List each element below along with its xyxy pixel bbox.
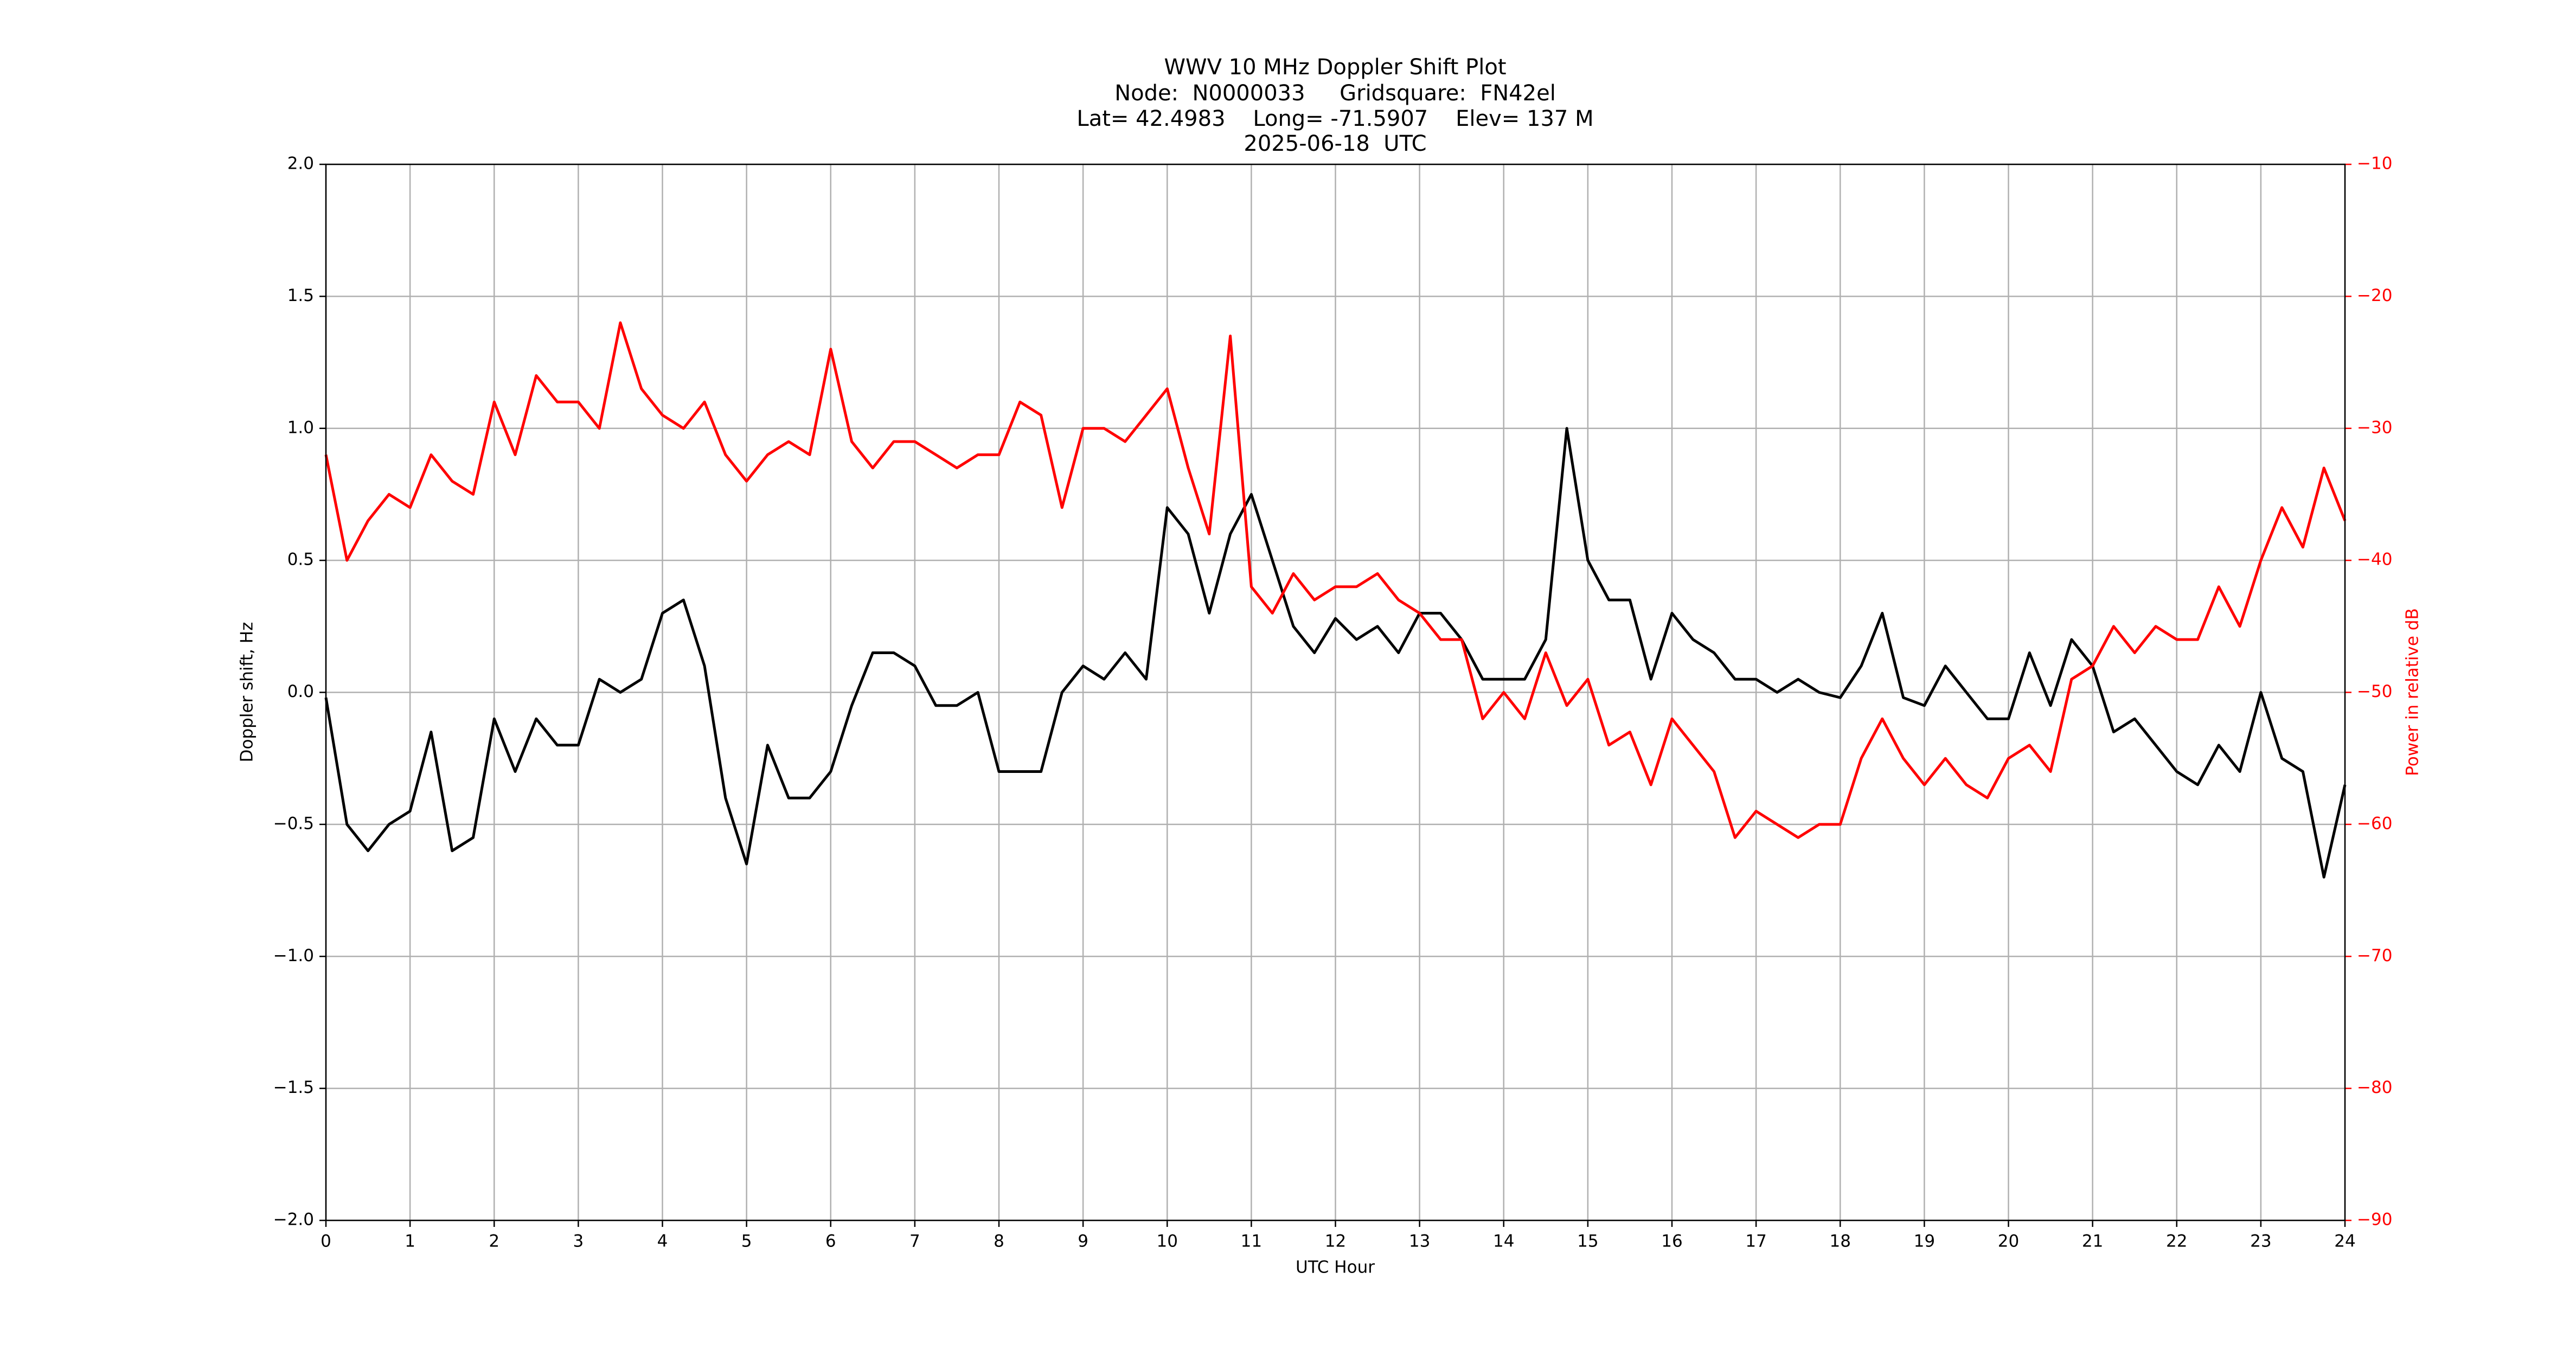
y2-tick-label: −80 <box>2357 1078 2392 1097</box>
x-tick-label: 12 <box>1325 1232 1346 1251</box>
title-line: 2025-06-18 UTC <box>1244 131 1426 156</box>
x-tick-label: 6 <box>825 1232 836 1251</box>
y-tick-label: 1.0 <box>287 418 314 437</box>
y-axis-label: Doppler shift, Hz <box>238 622 257 763</box>
x-tick-label: 7 <box>909 1232 920 1251</box>
y-tick-label: 0.5 <box>287 550 314 570</box>
x-tick-label: 3 <box>573 1232 584 1251</box>
x-tick-label: 4 <box>657 1232 668 1251</box>
y2-tick-label: −20 <box>2357 286 2392 305</box>
y2-tick-label: −10 <box>2357 154 2392 174</box>
x-tick-label: 14 <box>1493 1232 1514 1251</box>
data-line <box>324 321 2347 839</box>
x-tick-label: 5 <box>741 1232 752 1251</box>
x-tick-label: 18 <box>1830 1232 1851 1251</box>
y-tick-label: −2.0 <box>273 1210 314 1230</box>
x-tick-label: 11 <box>1241 1232 1262 1251</box>
x-tick-label: 13 <box>1409 1232 1430 1251</box>
title-line: Lat= 42.4983 Long= -71.5907 Elev= 137 M <box>1076 106 1593 131</box>
y2-tick-label: −30 <box>2357 418 2392 437</box>
data-line <box>324 427 2347 879</box>
x-tick-label: 17 <box>1745 1232 1766 1251</box>
x-axis-label: UTC Hour <box>1296 1258 1375 1277</box>
x-tick-label: 22 <box>2166 1232 2187 1251</box>
x-tick-label: 8 <box>994 1232 1004 1251</box>
y-tick-label: −1.0 <box>273 946 314 965</box>
x-tick-label: 20 <box>1998 1232 2019 1251</box>
y2-axis-label: Power in relative dB <box>2403 608 2423 776</box>
x-tick-label: 15 <box>1577 1232 1598 1251</box>
y-tick-label: 2.0 <box>287 154 314 174</box>
x-tick-label: 16 <box>1661 1232 1682 1251</box>
x-tick-label: 1 <box>405 1232 415 1251</box>
x-tick-label: 10 <box>1157 1232 1178 1251</box>
plot-frame <box>325 163 2346 1221</box>
y2-tick-label: −60 <box>2357 814 2392 833</box>
y-tick-label: 1.5 <box>287 286 314 305</box>
x-tick-label: 2 <box>489 1232 499 1251</box>
y-tick-label: −1.5 <box>273 1078 314 1097</box>
y-tick-label: −0.5 <box>273 814 314 833</box>
y2-tick-label: −90 <box>2357 1210 2392 1230</box>
x-tick-label: 24 <box>2334 1232 2355 1251</box>
y2-tick-label: −70 <box>2357 946 2392 965</box>
y2-tick-label: −40 <box>2357 550 2392 570</box>
y2-tick-label: −50 <box>2357 682 2392 701</box>
x-tick-label: 23 <box>2250 1232 2271 1251</box>
x-tick-label: 19 <box>1914 1232 1935 1251</box>
x-tick-label: 21 <box>2082 1232 2103 1251</box>
x-tick-label: 0 <box>321 1232 331 1251</box>
title-line: WWV 10 MHz Doppler Shift Plot <box>1164 55 1506 80</box>
y-tick-label: 0.0 <box>287 682 314 701</box>
title-line: Node: N0000033 Gridsquare: FN42el <box>1114 81 1556 106</box>
x-tick-label: 9 <box>1078 1232 1088 1251</box>
